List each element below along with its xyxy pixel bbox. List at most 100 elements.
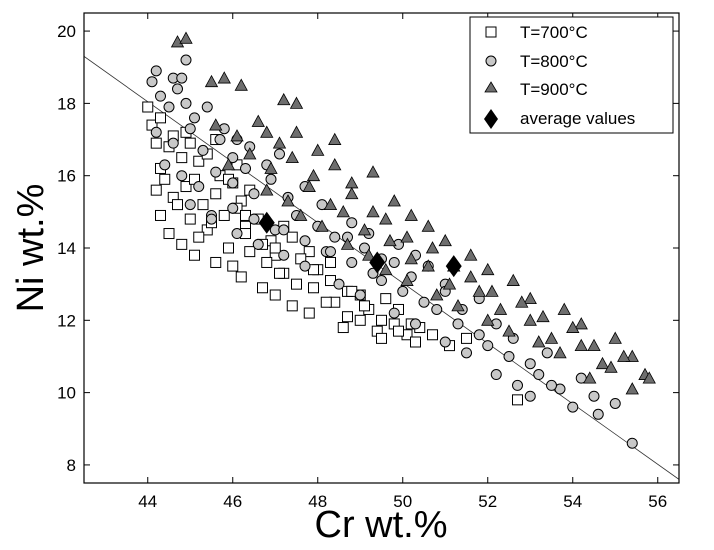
point-triangle (234, 78, 248, 91)
point-triangle (204, 74, 219, 88)
point-triangle (387, 194, 401, 207)
point-triangle (340, 237, 355, 250)
point-triangle (404, 208, 418, 221)
point-circle (333, 278, 345, 290)
point-circle (197, 144, 209, 156)
point-triangle (260, 125, 274, 138)
point-triangle (506, 273, 520, 286)
point-triangle (264, 161, 278, 174)
point-triangle (421, 259, 435, 272)
point-triangle (464, 248, 478, 261)
point-square (427, 329, 438, 341)
legend-marker-average (484, 109, 498, 129)
point-circle (452, 318, 464, 330)
point-square (337, 322, 349, 334)
y-tick-label: 16 (57, 167, 76, 186)
point-triangle (574, 317, 588, 330)
legend-box (469, 16, 674, 134)
point-square (150, 184, 162, 196)
point-circle (541, 347, 553, 359)
point-circle (167, 137, 179, 149)
x-tick-label: 56 (648, 492, 667, 511)
point-circle (214, 134, 226, 146)
point-circle (354, 289, 366, 301)
point-triangle (302, 179, 316, 192)
y-axis-title: Ni wt.% (10, 184, 52, 313)
point-triangle (311, 143, 325, 156)
point-triangle (481, 313, 495, 326)
point-square (176, 238, 188, 250)
point-circle (546, 379, 557, 391)
point-circle (346, 256, 358, 268)
y-tick-label: 8 (67, 456, 76, 475)
point-diamond (258, 211, 275, 234)
point-circle (325, 246, 336, 258)
point-triangle (587, 338, 601, 352)
point-circle (410, 318, 421, 330)
point-circle (512, 379, 523, 391)
point-square (223, 242, 234, 254)
point-circle (176, 72, 188, 84)
point-triangle (400, 230, 414, 243)
point-circle (592, 408, 604, 420)
point-triangle (285, 150, 299, 164)
point-square (218, 209, 230, 221)
point-triangle (272, 136, 287, 149)
point-triangle (217, 71, 231, 84)
point-square (461, 332, 472, 344)
point-circle (490, 369, 502, 381)
legend-label-average: average values (520, 109, 635, 128)
point-circle (172, 83, 183, 95)
point-triangle (523, 313, 537, 326)
point-triangle (400, 273, 414, 286)
point-circle (248, 213, 260, 225)
point-triangle (438, 233, 452, 247)
point-circle (567, 401, 579, 413)
point-triangle (472, 284, 486, 297)
point-circle (524, 390, 536, 402)
point-square (286, 231, 298, 243)
point-square (512, 394, 523, 406)
point-circle (329, 231, 341, 243)
point-circle (533, 369, 545, 381)
point-circle (155, 90, 166, 102)
point-circle (227, 177, 239, 189)
legend-label-800: T=800°C (520, 52, 588, 71)
point-triangle (608, 331, 622, 344)
point-square (159, 173, 171, 185)
point-square (380, 293, 392, 305)
point-triangle (230, 129, 244, 142)
point-circle (524, 358, 536, 370)
point-square (155, 209, 166, 221)
point-square (269, 242, 281, 254)
point-circle (503, 350, 515, 362)
point-circle (588, 390, 600, 402)
point-square (142, 101, 154, 113)
point-square (184, 137, 196, 149)
point-triangle (362, 248, 376, 261)
point-triangle (383, 233, 397, 247)
point-circle (184, 199, 196, 211)
point-triangle (566, 320, 580, 333)
point-triangle (557, 302, 571, 315)
point-triangle (421, 219, 435, 232)
point-circle (431, 303, 443, 315)
x-tick-label: 44 (138, 492, 157, 511)
point-square (308, 282, 319, 294)
y-tick-label: 10 (57, 384, 76, 403)
point-square (184, 213, 196, 225)
point-circle (388, 256, 400, 268)
point-triangle (493, 302, 508, 315)
point-triangle (260, 183, 274, 196)
point-circle (278, 224, 290, 236)
point-triangle (277, 92, 291, 106)
point-circle (180, 97, 192, 109)
series-2 (170, 31, 656, 395)
series-1 (146, 54, 638, 449)
x-tick-label: 52 (478, 492, 497, 511)
point-square (274, 267, 285, 279)
point-square (261, 256, 273, 268)
point-triangle (617, 349, 631, 362)
point-square (354, 314, 366, 326)
